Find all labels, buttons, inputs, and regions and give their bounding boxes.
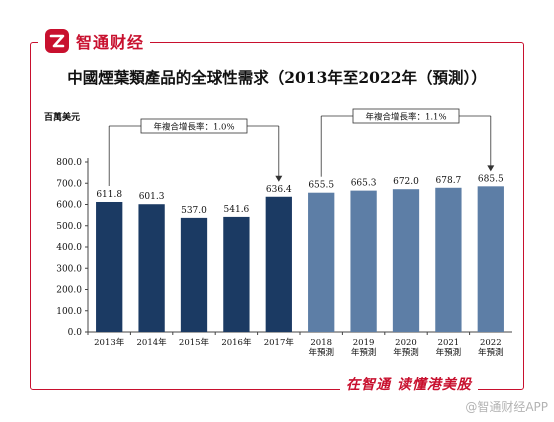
bar	[477, 186, 504, 332]
brand-name: 智通财经	[76, 33, 145, 52]
bar	[350, 190, 377, 332]
x-tick-label: 2013年	[94, 337, 125, 348]
brand-logo-icon	[45, 29, 69, 53]
y-tick-label: 100.0	[56, 307, 82, 317]
x-tick-label: 年預測	[436, 347, 462, 358]
x-tick-label: 2014年	[137, 337, 168, 348]
data-label: 665.3	[351, 179, 377, 189]
bar	[435, 187, 462, 332]
content-frame	[30, 42, 524, 390]
bar	[180, 217, 208, 332]
bar	[96, 201, 123, 332]
y-tick-label: 800.0	[56, 158, 82, 168]
x-tick-label: 2016年	[221, 337, 252, 348]
x-tick-label: 年預測	[393, 347, 419, 358]
cagr-arrow-icon	[275, 175, 283, 182]
x-tick-label: 年預測	[308, 347, 334, 358]
x-tick-label: 2018	[310, 338, 332, 348]
x-tick-label: 2021	[438, 338, 460, 348]
bar	[223, 216, 250, 332]
bar	[308, 192, 335, 332]
y-tick-label: 700.0	[56, 179, 82, 189]
y-tick-label: 500.0	[56, 222, 82, 232]
data-label: 611.8	[96, 190, 122, 200]
cagr-arrow-icon	[487, 165, 495, 172]
data-label: 685.5	[478, 174, 504, 184]
y-tick-label: 400.0	[56, 243, 82, 253]
x-tick-label: 年預測	[478, 347, 504, 358]
y-tick-label: 200.0	[56, 286, 82, 296]
x-tick-label: 2015年	[179, 337, 210, 348]
data-label: 636.4	[266, 185, 292, 195]
data-label: 655.5	[308, 181, 334, 191]
x-tick-label: 2019	[353, 338, 375, 348]
y-tick-label: 300.0	[56, 264, 82, 274]
y-tick-label: 600.0	[56, 201, 82, 211]
watermark: @智通财经APP	[465, 400, 548, 414]
cagr-label: 年複合增長率：1.1%	[365, 112, 446, 123]
data-label: 678.7	[436, 176, 462, 186]
brand-header: 智通财经	[38, 26, 151, 56]
x-tick-label: 2017年	[264, 337, 295, 348]
x-tick-label: 年預測	[351, 347, 377, 358]
bar	[138, 204, 165, 332]
data-label: 537.0	[181, 206, 207, 216]
cagr-label: 年複合增長率：1.0%	[153, 122, 234, 133]
data-label: 672.0	[393, 177, 419, 187]
x-tick-label: 2020	[395, 338, 417, 348]
y-axis-label: 百萬美元	[44, 111, 80, 123]
footer-slogan: 在智通 读懂港美股	[340, 374, 478, 394]
cagr-label-box	[352, 108, 460, 124]
data-label: 541.6	[224, 205, 250, 215]
chart-title: 中國煙葉類產品的全球性需求（2013年至2022年（預測））	[67, 68, 487, 87]
bar	[392, 189, 420, 332]
cagr-label-box	[140, 118, 248, 134]
data-label: 601.3	[139, 192, 165, 202]
bar	[265, 196, 292, 332]
y-tick-label: 0.0	[68, 328, 83, 338]
x-tick-label: 2022	[480, 338, 502, 348]
